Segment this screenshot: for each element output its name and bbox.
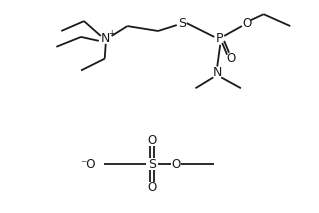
Text: O: O: [147, 134, 157, 147]
Text: O: O: [226, 52, 236, 65]
Text: O: O: [147, 181, 157, 194]
Text: P: P: [215, 32, 223, 45]
Text: N: N: [212, 66, 222, 79]
Text: +: +: [108, 29, 115, 39]
Text: O: O: [171, 158, 181, 171]
Text: ⁻O: ⁻O: [80, 158, 96, 171]
Text: O: O: [242, 17, 251, 30]
Text: N: N: [101, 32, 110, 45]
Text: S: S: [148, 158, 156, 171]
Text: S: S: [178, 17, 186, 30]
